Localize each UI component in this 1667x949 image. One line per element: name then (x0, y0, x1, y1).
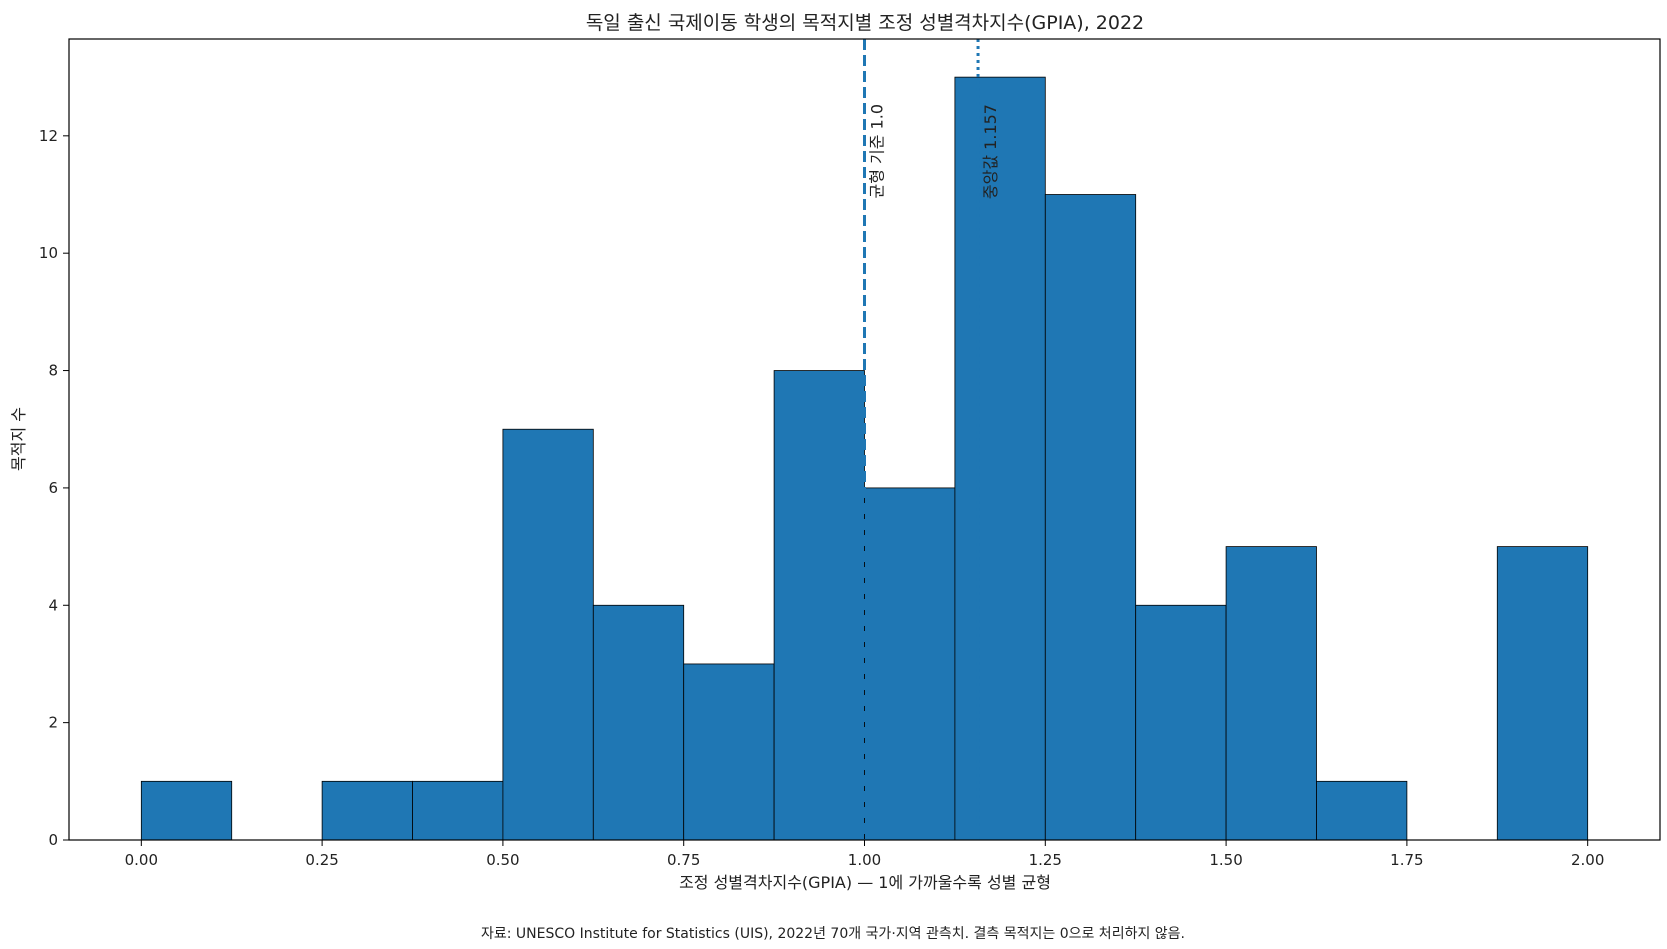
x-tick-label: 0.25 (305, 851, 338, 869)
x-tick-label: 1.00 (848, 851, 881, 869)
x-tick-label: 1.50 (1209, 851, 1242, 869)
histogram-bar (1316, 780, 1408, 841)
histogram-bar (954, 76, 1046, 841)
y-tick-label: 8 (48, 362, 58, 380)
x-tick-label: 2.00 (1571, 851, 1604, 869)
y-tick-label: 0 (48, 831, 58, 849)
histogram-bar (1496, 546, 1589, 841)
x-axis-label: 조정 성별격차지수(GPIA) — 1에 가까울수록 성별 균형 (679, 873, 1051, 892)
histogram-bar (140, 780, 233, 841)
histogram-bar (1225, 546, 1317, 841)
y-tick-label: 6 (48, 479, 58, 497)
chart-title: 독일 출신 국제이동 학생의 목적지별 조정 성별격차지수(GPIA), 202… (586, 12, 1144, 34)
x-tick-label: 1.75 (1390, 851, 1423, 869)
x-tick-label: 0.75 (667, 851, 700, 869)
x-axis-ticks: 0.00 0.25 0.50 0.75 1.00 1.25 1.50 1.75 2.00 (125, 840, 1604, 869)
reference-lines: 균형 기준 1.0 중앙값 1.157 (863, 39, 1000, 840)
histogram-bar (592, 604, 685, 841)
y-tick-label: 2 (48, 714, 58, 732)
histogram-bar (1135, 604, 1227, 841)
x-tick-label: 1.25 (1029, 851, 1062, 869)
y-tick-label: 10 (39, 244, 58, 262)
y-tick-label: 12 (39, 127, 58, 145)
histogram-bar (321, 780, 413, 841)
histogram-bar (1044, 194, 1137, 841)
x-tick-label: 0.00 (125, 851, 158, 869)
x-tick-label: 0.50 (486, 851, 519, 869)
balance-reference-label: 균형 기준 1.0 (868, 104, 887, 199)
histogram-bar (773, 370, 865, 841)
source-footnote: 자료: UNESCO Institute for Statistics (UIS… (481, 926, 1185, 942)
y-axis-ticks: 0 2 4 6 8 10 12 (39, 127, 69, 849)
histogram-bar (412, 780, 504, 841)
y-axis-label: 목적지 수 (9, 407, 28, 471)
y-tick-label: 4 (48, 596, 58, 614)
histogram-bar (864, 487, 956, 841)
histogram-bar (502, 428, 594, 841)
median-reference-label: 중앙값 1.157 (981, 104, 1000, 199)
histogram-bar (683, 663, 775, 841)
bars-group (140, 76, 1589, 841)
